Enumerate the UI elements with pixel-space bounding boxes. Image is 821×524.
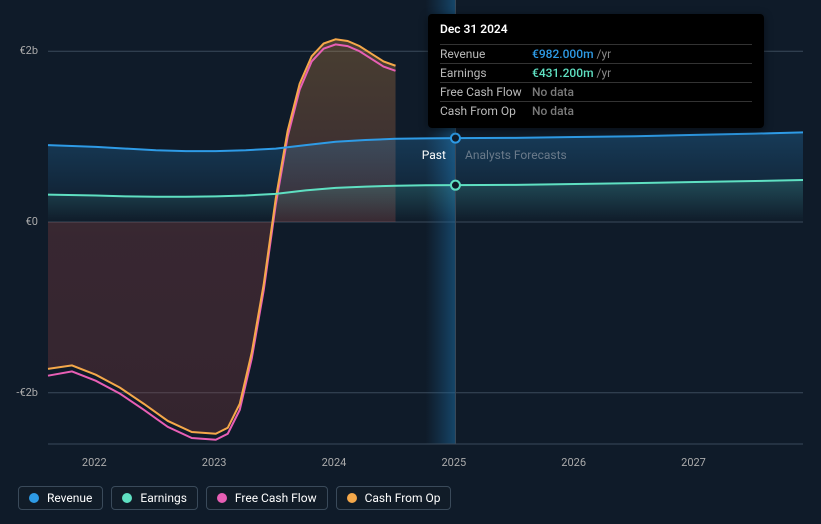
legend-label: Revenue <box>47 491 92 505</box>
legend-item-earnings[interactable]: Earnings <box>111 486 198 510</box>
tooltip-row: Revenue€982.000m/yr <box>440 44 752 63</box>
past-label: Past <box>422 148 446 162</box>
x-axis-label: 2023 <box>202 456 227 469</box>
y-axis-label: €0 <box>26 215 38 228</box>
tooltip-row: Cash From OpNo data <box>440 101 752 120</box>
legend-label: Earnings <box>140 491 187 505</box>
legend-label: Free Cash Flow <box>235 491 317 505</box>
y-axis-label: -€2b <box>16 386 38 399</box>
tooltip-row-value: €431.200m <box>532 66 594 80</box>
legend-item-free-cash-flow[interactable]: Free Cash Flow <box>206 486 328 510</box>
tooltip-date: Dec 31 2024 <box>440 22 752 40</box>
tooltip-row-value: No data <box>532 104 574 118</box>
legend-swatch <box>217 493 227 503</box>
tooltip-row: Earnings€431.200m/yr <box>440 63 752 82</box>
hover-tooltip: Dec 31 2024 Revenue€982.000m/yrEarnings€… <box>428 14 764 128</box>
series-marker <box>451 134 460 143</box>
tooltip-row: Free Cash FlowNo data <box>440 82 752 101</box>
x-axis-label: 2024 <box>322 456 347 469</box>
tooltip-row-value: No data <box>532 85 574 99</box>
tooltip-row-label: Earnings <box>440 66 532 80</box>
legend: Revenue Earnings Free Cash Flow Cash From O… <box>18 486 451 510</box>
x-axis-label: 2022 <box>82 456 107 469</box>
legend-item-cash-from-op[interactable]: Cash From Op <box>336 486 452 510</box>
tooltip-row-label: Free Cash Flow <box>440 85 532 99</box>
legend-swatch <box>122 493 132 503</box>
x-axis-label: 2026 <box>561 456 586 469</box>
tooltip-row-value: €982.000m <box>532 47 594 61</box>
y-axis-label: €2b <box>19 44 38 57</box>
tooltip-row-suffix: /yr <box>597 47 612 61</box>
tooltip-row-label: Revenue <box>440 47 532 61</box>
x-axis-label: 2025 <box>441 456 466 469</box>
x-axis-label: 2027 <box>681 456 706 469</box>
legend-item-revenue[interactable]: Revenue <box>18 486 103 510</box>
legend-label: Cash From Op <box>365 491 441 505</box>
legend-swatch <box>347 493 357 503</box>
analysts-forecasts-label: Analysts Forecasts <box>465 148 567 162</box>
tooltip-row-suffix: /yr <box>597 66 612 80</box>
tooltip-row-label: Cash From Op <box>440 104 532 118</box>
legend-swatch <box>29 493 39 503</box>
series-marker <box>451 181 460 190</box>
